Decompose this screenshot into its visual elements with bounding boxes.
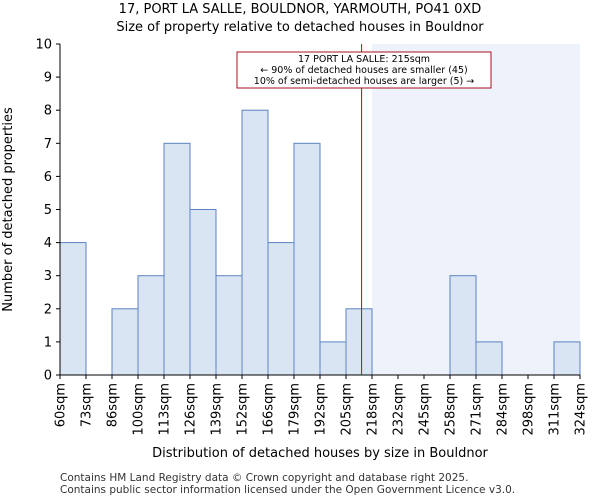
bar-113sqm [163, 142, 191, 376]
bar-179sqm [293, 142, 321, 376]
annotation-box: 17 PORT LA SALLE: 215sqm ← 90% of detach… [236, 51, 492, 89]
y-tick-label: 10 [35, 38, 52, 53]
y-tick-label: 6 [44, 170, 52, 185]
y-tick-label: 3 [44, 269, 52, 284]
x-tick-label: 232sqm [392, 383, 407, 436]
bar-100sqm [137, 275, 165, 376]
x-tick-label: 311sqm [548, 383, 563, 436]
y-tick-label: 1 [44, 335, 52, 350]
bar-205sqm [345, 308, 373, 376]
chart-title: 17, PORT LA SALLE, BOULDNOR, YARMOUTH, P… [118, 2, 482, 17]
y-tick-label: 0 [44, 369, 52, 384]
footer-line-2: Contains public sector information licen… [60, 484, 516, 496]
x-tick-label: 73sqm [80, 383, 95, 427]
bar-271sqm [475, 341, 503, 376]
y-tick-label: 4 [44, 236, 52, 251]
y-tick-label: 7 [44, 137, 52, 152]
annotation-line-2: ← 90% of detached houses are smaller (45… [260, 65, 467, 76]
chart-subtitle: Size of property relative to detached ho… [116, 20, 484, 35]
x-tick-label: 284sqm [496, 383, 511, 436]
x-tick-label: 205sqm [340, 383, 355, 436]
annotation-line-1: 17 PORT LA SALLE: 215sqm [298, 54, 430, 65]
bar-152sqm [241, 109, 269, 376]
bar-258sqm [449, 275, 477, 376]
x-tick-label: 245sqm [418, 383, 433, 436]
bar-60sqm [59, 242, 87, 376]
x-tick-label: 139sqm [210, 383, 225, 436]
x-tick-label: 113sqm [158, 383, 173, 436]
histogram-chart: 0 1 2 3 4 5 6 7 8 9 10 60sqm 73sqm 86sqm 100sqm 113sqm 1… [1, 38, 589, 462]
bar-139sqm [215, 275, 243, 376]
bar-192sqm [319, 341, 347, 376]
x-tick-label: 86sqm [106, 383, 121, 427]
x-tick-label: 324sqm [574, 383, 589, 436]
x-tick-label: 298sqm [522, 383, 537, 436]
x-tick-label: 60sqm [54, 383, 69, 427]
bar-86sqm [111, 308, 139, 376]
x-tick-label: 179sqm [288, 383, 303, 436]
y-tick-label: 2 [44, 302, 52, 317]
x-tick-label: 100sqm [132, 383, 147, 436]
x-tick-label: 258sqm [444, 383, 459, 436]
y-tick-label: 9 [44, 71, 52, 86]
footer-line-1: Contains HM Land Registry data © Crown c… [60, 472, 469, 484]
x-tick-label: 152sqm [236, 383, 251, 436]
annotation-line-3: 10% of semi-detached houses are larger (… [254, 76, 474, 87]
bar-126sqm [189, 209, 217, 376]
x-tick-label: 218sqm [366, 383, 381, 436]
x-tick-label: 192sqm [314, 383, 329, 436]
bar-166sqm [267, 242, 295, 376]
x-axis-label: Distribution of detached houses by size … [152, 446, 488, 461]
x-tick-label: 166sqm [262, 383, 277, 436]
x-tick-label: 271sqm [470, 383, 485, 436]
y-tick-label: 8 [44, 104, 52, 119]
bar-311sqm [553, 341, 581, 376]
y-axis-label: Number of detached properties [1, 107, 16, 312]
x-tick-label: 126sqm [184, 383, 199, 436]
y-tick-label: 5 [44, 203, 52, 218]
